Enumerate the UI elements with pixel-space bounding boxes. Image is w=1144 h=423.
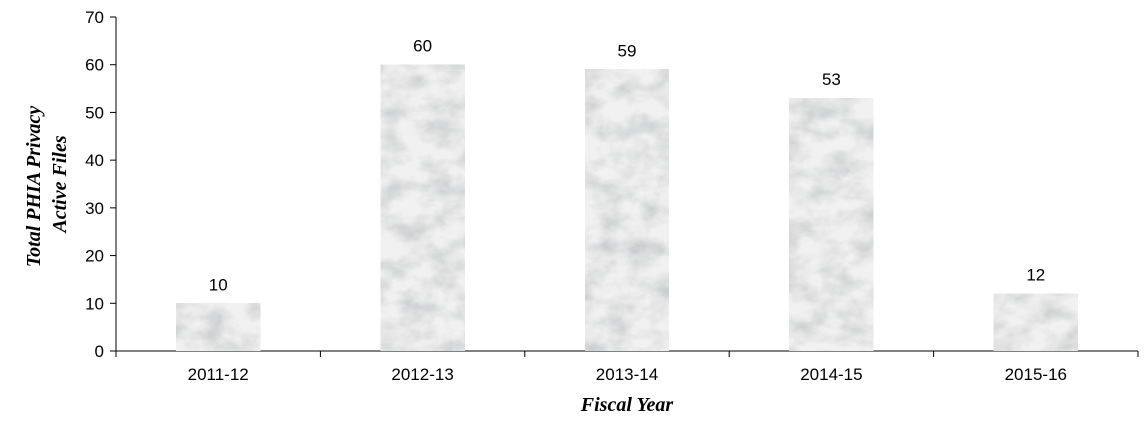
y-axis-title: Total PHIA Privacy Active Files	[23, 101, 71, 267]
y-tick-label: 0	[95, 342, 104, 361]
y-axis-title-line-1: Total PHIA Privacy	[23, 106, 45, 268]
x-tick-label: 2011-12	[188, 365, 249, 384]
data-label-2014-15: 53	[822, 70, 841, 89]
data-label-2012-13: 60	[413, 37, 432, 56]
data-label-2011-12: 10	[209, 275, 228, 294]
bar-2012-13	[379, 63, 466, 352]
data-label-2015-16: 12	[1026, 266, 1045, 285]
y-tick-label: 50	[85, 103, 104, 122]
y-axis: 0 10 20 30 40 50 60 70	[85, 8, 117, 361]
data-label-2013-14: 59	[618, 41, 637, 60]
x-axis: 2011-12 2012-13 2013-14 2014-15 2015-16	[115, 350, 1139, 384]
y-tick-label: 70	[85, 8, 104, 27]
x-tick-group: 2011-12 2012-13 2013-14 2014-15 2015-16	[115, 351, 1139, 384]
x-tick-label: 2015-16	[1005, 365, 1067, 384]
x-tick-label: 2013-14	[596, 365, 658, 384]
y-axis-title-line-2: Active Files	[49, 135, 71, 234]
data-label-group: 10 60 59 53 12	[209, 37, 1046, 295]
bar-2014-15	[788, 97, 875, 352]
y-tick-label: 60	[85, 56, 104, 75]
y-tick-label: 10	[85, 294, 104, 313]
x-tick-label: 2012-13	[391, 365, 453, 384]
bar-group	[175, 63, 1079, 352]
y-tick-label: 30	[85, 199, 104, 218]
x-tick-label: 2014-15	[800, 365, 862, 384]
y-tick-label: 20	[85, 247, 104, 266]
bar-2013-14	[584, 68, 670, 352]
y-tick-group: 0 10 20 30 40 50 60 70	[85, 8, 116, 361]
bar-2015-16	[992, 292, 1079, 352]
y-tick-label: 40	[85, 151, 104, 170]
bar-2011-12	[175, 302, 262, 352]
x-axis-title: Fiscal Year	[580, 394, 674, 416]
